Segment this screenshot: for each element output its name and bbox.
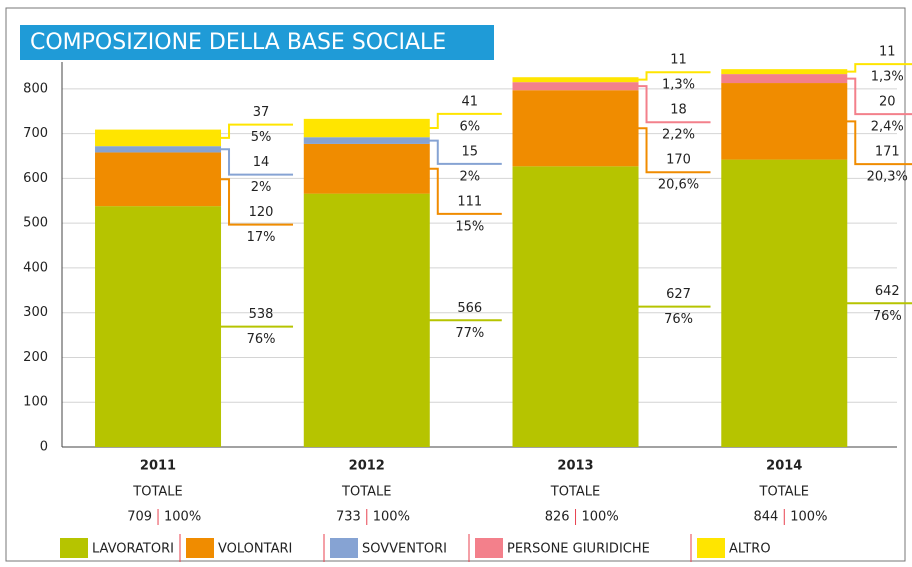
percent-label: 6% [459,119,480,134]
data-label: 642 [875,284,900,299]
percent-label: 5% [251,130,272,145]
leader-line [831,63,912,73]
legend-label: LAVORATORI [92,542,174,557]
data-label: 538 [249,307,274,322]
bar-segment [303,193,430,447]
bar-segment [721,69,848,75]
bar-segment [512,90,639,167]
data-label: 11 [670,53,687,68]
percent-label: 2,2% [662,128,695,143]
bar-segment [512,77,639,83]
leader-line [831,120,912,166]
data-label: 15 [462,144,479,159]
percent-label: 2% [459,169,480,184]
data-label: 171 [875,145,900,160]
percent-label: 15% [455,219,484,234]
bar-segment [512,166,639,447]
bar-segment [303,137,430,144]
data-label: 11 [879,45,896,60]
bar-segment [95,206,222,447]
data-label: 111 [457,194,482,209]
leader-line [413,112,502,130]
data-label: 14 [253,155,270,170]
total-percent: 100% [164,510,201,525]
total-percent: 100% [582,510,619,525]
y-tick-label: 100 [23,395,48,410]
leader-line [622,127,711,174]
percent-label: 76% [664,312,693,327]
bar-segment [95,129,222,147]
bar-segment [721,159,848,447]
x-tick-label: 2014 [766,459,802,474]
frame [5,7,906,562]
percent-label: 77% [455,326,484,341]
total-label: TOTALE [759,485,809,500]
leader-line [205,123,294,139]
chart-title: COMPOSIZIONE DELLA BASE SOCIALE [30,30,446,55]
bar-segment [303,143,430,194]
y-tick-label: 200 [23,350,48,365]
leader-line [205,148,294,176]
total-value: 826 [545,510,570,525]
leader-line [831,77,912,116]
bar-segment [303,118,430,138]
bar-segment [721,74,848,84]
bar-segment [95,146,222,153]
legend-swatch [330,538,358,558]
y-tick-label: 500 [23,216,48,231]
percent-label: 20,6% [658,178,699,193]
leader-line [622,71,711,81]
bar-segment [512,82,639,91]
percent-label: 17% [247,230,276,245]
legend-swatch [186,538,214,558]
legend-label: SOVVENTORI [362,542,447,557]
leader-line [413,167,502,215]
y-tick-label: 800 [23,81,48,96]
data-label: 41 [462,94,479,109]
total-value: 709 [127,510,152,525]
data-label: 37 [253,105,270,120]
leader-line [205,178,294,226]
percent-label: 76% [873,309,902,324]
data-label: 170 [666,153,691,168]
total-label: TOTALE [341,485,391,500]
title-box [20,25,494,60]
leader-line [413,139,502,165]
legend-label: VOLONTARI [218,542,292,557]
percent-label: 2,4% [871,120,904,135]
percent-label: 76% [247,332,276,347]
legend-swatch [60,538,88,558]
total-label: TOTALE [550,485,600,500]
y-tick-label: 600 [23,171,48,186]
percent-label: 1,3% [662,78,695,93]
data-label: 18 [670,103,687,118]
data-label: 120 [249,205,274,220]
y-tick-label: 0 [40,440,48,455]
x-tick-label: 2012 [349,459,385,474]
x-tick-label: 2013 [557,459,593,474]
total-value: 844 [753,510,778,525]
data-label: 566 [457,301,482,316]
data-label: 20 [879,95,896,110]
legend-label: PERSONE GIURIDICHE [507,542,650,557]
bar-segment [95,152,222,207]
total-value: 733 [336,510,361,525]
x-tick-label: 2011 [140,459,176,474]
total-percent: 100% [373,510,410,525]
legend-swatch [475,538,503,558]
total-percent: 100% [790,510,827,525]
leader-line [622,85,711,124]
legend-swatch [697,538,725,558]
y-tick-label: 300 [23,305,48,320]
percent-label: 20,3% [867,170,908,185]
percent-label: 1,3% [871,70,904,85]
total-label: TOTALE [132,485,182,500]
legend-label: ALTRO [729,542,771,557]
data-label: 627 [666,287,691,302]
percent-label: 2% [251,180,272,195]
y-tick-label: 700 [23,126,48,141]
bar-segment [721,83,848,160]
y-tick-label: 400 [23,260,48,275]
